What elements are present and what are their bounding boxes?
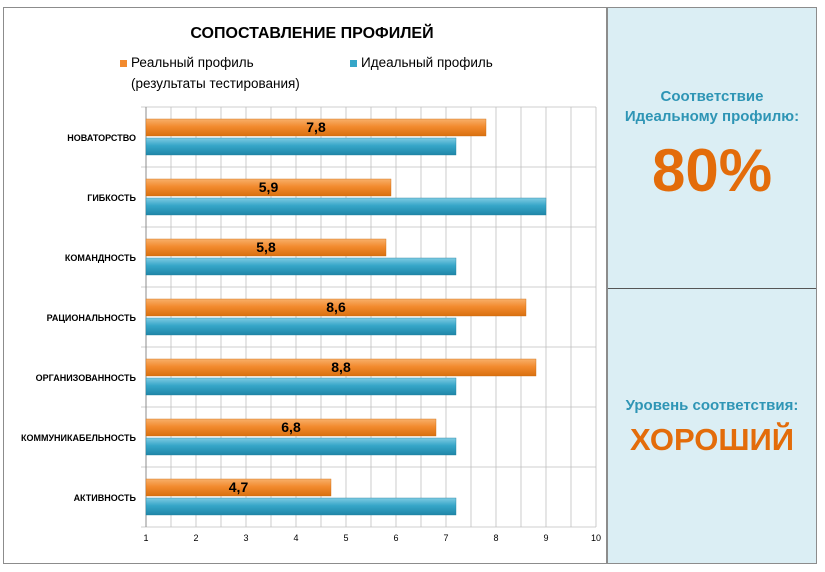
- bar-real: [145, 118, 487, 137]
- bar-value-label: 4,7: [229, 479, 249, 495]
- bar-ideal: [145, 197, 547, 216]
- x-tick-label: 8: [493, 533, 498, 543]
- bar-real: [145, 478, 332, 497]
- bar-ideal: [145, 437, 457, 456]
- bar-real: [145, 298, 527, 317]
- match-percentage: 80%: [651, 137, 773, 204]
- category-label: НОВАТОРСТВО: [67, 133, 136, 143]
- x-tick-label: 9: [543, 533, 548, 543]
- category-label: КОМАНДНОСТЬ: [65, 253, 137, 263]
- bar-real: [145, 238, 387, 257]
- bar-real: [145, 358, 537, 377]
- category-label: АКТИВНОСТЬ: [74, 493, 137, 503]
- bar-ideal: [145, 317, 457, 336]
- level-label: Уровень соответствия:: [625, 397, 799, 414]
- bar-ideal: [145, 137, 457, 156]
- category-label: КОММУНИКАБЕЛЬНОСТЬ: [21, 433, 137, 443]
- profile-comparison-chart: НОВАТОРСТВО 7,8 ГИБКОСТЬ 5,9 КОМАНДНОСТЬ 5,8 Р…: [21, 23, 601, 543]
- x-tick-label: 10: [591, 533, 601, 543]
- chart-panel: НОВАТОРСТВО 7,8 ГИБКОСТЬ 5,9 КОМАНДНОСТЬ 5,8 Р…: [3, 7, 607, 564]
- chart-title: СОПОСТАВЛЕНИЕ ПРОФИЛЕЙ: [190, 23, 433, 42]
- legend-label-real: Реальный профиль: [131, 55, 254, 70]
- bar-value-label: 8,8: [331, 359, 351, 375]
- bar-real: [145, 418, 437, 437]
- summary-panel: Соответствие Идеальному профилю: 80% Уро…: [607, 7, 817, 564]
- x-tick-label: 1: [143, 533, 148, 543]
- category-label: ОРГАНИЗОВАННОСТЬ: [36, 373, 137, 383]
- legend-swatch-real: [120, 60, 127, 67]
- category-label: ГИБКОСТЬ: [87, 193, 136, 203]
- x-tick-label: 7: [443, 533, 448, 543]
- x-tick-label: 4: [293, 533, 298, 543]
- bar-ideal: [145, 497, 457, 516]
- match-label: Соответствие Идеальному профилю:: [624, 88, 800, 125]
- x-tick-label: 2: [193, 533, 198, 543]
- bar-value-label: 8,6: [326, 299, 346, 315]
- x-tick-label: 3: [243, 533, 248, 543]
- bar-ideal: [145, 377, 457, 396]
- legend-label-ideal: Идеальный профиль: [361, 55, 493, 70]
- bar-value-label: 5,9: [259, 179, 279, 195]
- legend-label-real-line2: (результаты тестирования): [131, 76, 300, 91]
- category-label: РАЦИОНАЛЬНОСТЬ: [47, 313, 137, 323]
- legend-swatch-ideal: [350, 60, 357, 67]
- bar-real: [145, 178, 392, 197]
- bar-value-label: 7,8: [306, 119, 326, 135]
- panel-divider: [608, 288, 816, 289]
- bar-value-label: 5,8: [256, 239, 276, 255]
- x-tick-label: 5: [343, 533, 348, 543]
- bar-value-label: 6,8: [281, 419, 301, 435]
- bar-ideal: [145, 257, 457, 276]
- x-tick-label: 6: [393, 533, 398, 543]
- level-value: ХОРОШИЙ: [629, 422, 795, 457]
